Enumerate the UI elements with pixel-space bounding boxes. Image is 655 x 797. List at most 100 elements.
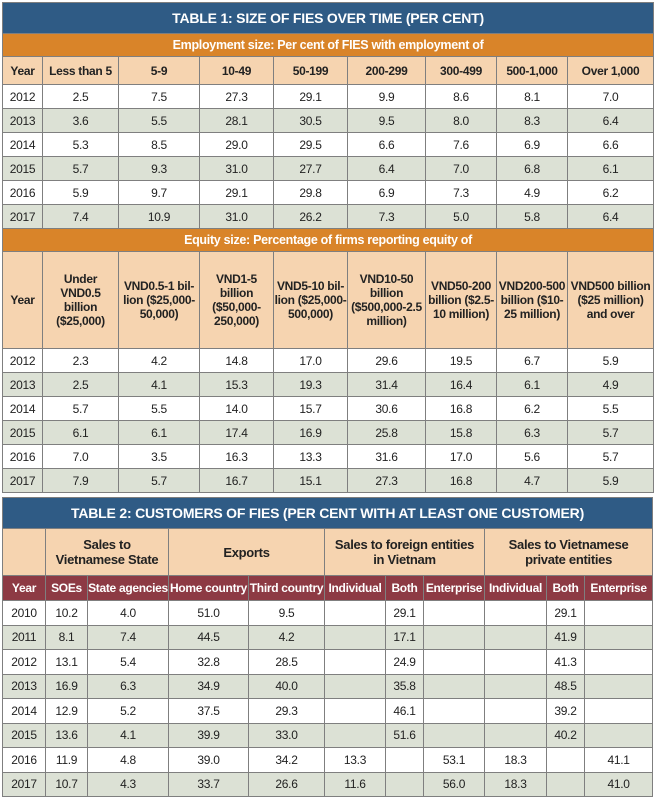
table-cell: 5.7	[566, 420, 655, 445]
year-cell: 2013	[2, 372, 43, 397]
year-cell: 2015	[2, 420, 43, 445]
year-cell: 2016	[2, 444, 43, 469]
table-cell: 30.6	[347, 396, 426, 421]
table-cell: 14.0	[199, 396, 274, 421]
table-row: 2014 5.3 8.5 29.0 29.5 6.6 7.6 6.9 6.6	[2, 132, 655, 157]
table-cell	[423, 624, 485, 650]
table-cell: 44.5	[168, 624, 249, 650]
table-cell: 12.9	[45, 698, 88, 724]
year-cell: 2014	[2, 132, 43, 157]
equity-header-row: Year Under VND0.5 billion ($25,000) VND0.5…	[2, 251, 655, 349]
table-cell: 31.4	[347, 372, 426, 397]
table-row: 2010 10.2 4.0 51.0 9.5 29.1 29.1	[2, 600, 654, 626]
column-header: Year	[2, 251, 43, 349]
table-cell: 8.1	[496, 84, 568, 109]
column-header: VND0.5-1 bil-lion ($25,000-50,000)	[118, 251, 200, 349]
column-header: 500-1,000	[496, 56, 568, 85]
table-cell: 16.3	[199, 444, 274, 469]
table-cell: 28.1	[199, 108, 274, 133]
table-cell	[423, 698, 485, 724]
year-cell: 2012	[2, 649, 46, 675]
table-cell: 6.1	[118, 420, 200, 445]
table-cell: 31.6	[347, 444, 426, 469]
table-cell: 16.8	[425, 468, 497, 493]
table-cell	[583, 673, 654, 699]
table-cell: 8.0	[425, 108, 497, 133]
table-cell: 5.6	[496, 444, 568, 469]
table-cell: 29.1	[546, 600, 585, 626]
table-cell: 3.5	[118, 444, 200, 469]
table-cell: 28.5	[248, 649, 325, 675]
table-row: 2012 13.1 5.4 32.8 28.5 24.9 41.3	[2, 649, 654, 675]
table-cell	[385, 771, 424, 797]
column-header: 200-299	[347, 56, 426, 85]
table-cell: 39.0	[168, 747, 249, 773]
table-cell: 7.4	[87, 624, 169, 650]
table-cell: 17.1	[385, 624, 424, 650]
table-cell: 6.2	[496, 396, 568, 421]
year-cell: 2013	[2, 108, 43, 133]
table-cell	[385, 747, 424, 773]
table-cell: 6.4	[566, 108, 655, 133]
table-cell	[546, 771, 585, 797]
table-cell	[324, 698, 386, 724]
column-header: Year	[2, 56, 43, 85]
table-cell: 10.7	[45, 771, 88, 797]
table-row: 2013 16.9 6.3 34.9 40.0 35.8 48.5	[2, 673, 654, 699]
table-row: 2014 5.7 5.5 14.0 15.7 30.6 16.8 6.2 5.5	[2, 396, 655, 421]
table-cell	[423, 649, 485, 675]
table-cell: 19.5	[425, 348, 497, 373]
table-cell: 7.0	[566, 84, 655, 109]
table-cell: 6.4	[347, 156, 426, 181]
table-cell: 6.9	[347, 180, 426, 205]
table-cell	[546, 747, 585, 773]
table-size-of-fies: TABLE 1: SIZE OF FIES OVER TIME (PER CEN…	[1, 2, 655, 493]
table-cell: 26.6	[248, 771, 325, 797]
table-cell: 15.7	[273, 396, 348, 421]
table-cell	[583, 600, 654, 626]
table-cell	[324, 649, 386, 675]
table-cell: 15.8	[425, 420, 497, 445]
table-cell	[583, 624, 654, 650]
column-header: Home country	[168, 575, 249, 601]
table-row: 2015 13.6 4.1 39.9 33.0 51.6 40.2	[2, 722, 654, 748]
table-row: 2017 7.9 5.7 16.7 15.1 27.3 16.8 4.7 5.9	[2, 468, 655, 493]
table-cell: 29.3	[248, 698, 325, 724]
table-cell: 6.7	[496, 348, 568, 373]
table-cell: 5.5	[118, 108, 200, 133]
table-cell: 5.9	[566, 348, 655, 373]
employment-header-row: Year Less than 5 5-9 10-49 50-199 200-299 300-…	[2, 56, 655, 85]
table-cell: 16.8	[425, 396, 497, 421]
table-row: 2012 2.5 7.5 27.3 29.1 9.9 8.6 8.1 7.0	[2, 84, 655, 109]
table-cell	[484, 649, 547, 675]
equity-section-heading: Equity size: Percentage of firms reporti…	[1, 228, 655, 252]
table-cell: 39.2	[546, 698, 585, 724]
column-header: Over 1,000	[566, 56, 655, 85]
column-header: 50-199	[273, 56, 348, 85]
table-cell: 46.1	[385, 698, 424, 724]
table-cell: 27.3	[199, 84, 274, 109]
table-cell: 15.1	[273, 468, 348, 493]
table-cell: 32.8	[168, 649, 249, 675]
table-cell: 27.7	[273, 156, 348, 181]
table-cell: 51.6	[385, 722, 424, 748]
table-cell: 16.9	[273, 420, 348, 445]
year-cell: 2017	[2, 204, 43, 229]
table-cell: 39.9	[168, 722, 249, 748]
table-cell: 5.7	[42, 156, 119, 181]
table-cell: 7.6	[425, 132, 497, 157]
table-cell: 16.9	[45, 673, 88, 699]
table-row: 2017 10.7 4.3 33.7 26.6 11.6 56.0 18.3 41.0	[2, 771, 654, 797]
table-cell: 13.6	[45, 722, 88, 748]
table1-title: TABLE 1: SIZE OF FIES OVER TIME (PER CEN…	[1, 2, 655, 34]
table-cell: 8.5	[118, 132, 200, 157]
table-cell: 7.3	[425, 180, 497, 205]
year-cell: 2010	[2, 600, 46, 626]
table-row: 2013 3.6 5.5 28.1 30.5 9.5 8.0 8.3 6.4	[2, 108, 655, 133]
table-cell: 25.8	[347, 420, 426, 445]
year-cell: 2013	[2, 673, 46, 699]
group-header: Sales to Vietnamese private entities	[483, 528, 654, 576]
table-cell: 10.9	[118, 204, 200, 229]
table-row: 2016 11.9 4.8 39.0 34.2 13.3 53.1 18.3 41.1	[2, 747, 654, 773]
table-cell	[324, 600, 386, 626]
